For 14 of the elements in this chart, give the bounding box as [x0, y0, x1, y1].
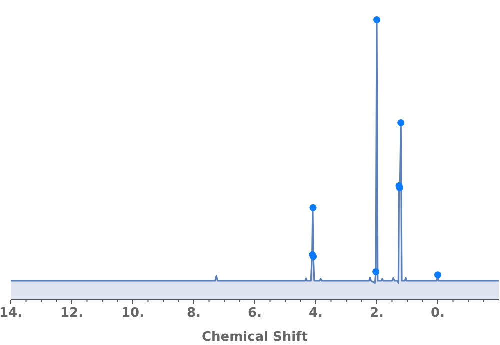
- x-tick-label: 0.: [431, 306, 445, 321]
- point: [374, 16, 380, 24]
- point: [398, 120, 405, 127]
- x-tick-label: 4.: [309, 306, 323, 321]
- x-axis-title: Chemical Shift: [202, 330, 308, 345]
- x-tick-label: 6.: [248, 306, 262, 321]
- x-tick-label: 8.: [187, 306, 201, 321]
- point: [434, 272, 442, 279]
- point: [372, 268, 380, 276]
- x-tick-label: 10.: [121, 306, 145, 321]
- x-tick-label: 12.: [60, 306, 84, 321]
- x-tick-label: 14.: [0, 306, 23, 321]
- point: [310, 204, 317, 212]
- x-tick-label: 2.: [370, 306, 384, 321]
